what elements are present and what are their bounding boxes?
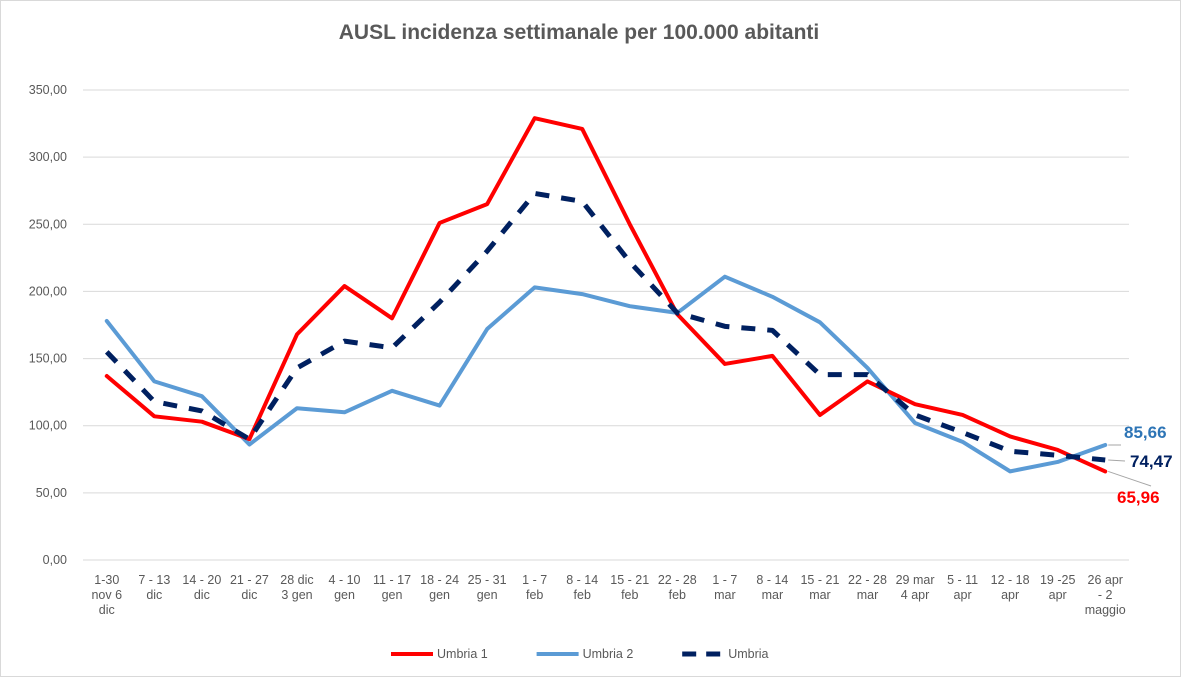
x-tick-label-line: maggio: [1085, 603, 1126, 617]
x-tick-label-line: 1 - 7: [712, 573, 737, 587]
x-tick-label-line: feb: [669, 588, 686, 602]
gridlines: [83, 90, 1129, 560]
x-tick-label-line: mar: [857, 588, 879, 602]
leader-line: [1108, 460, 1125, 461]
x-tick-label-line: 22 - 28: [848, 573, 887, 587]
x-tick-label-line: 21 - 27: [230, 573, 269, 587]
x-tick-label-line: 8 - 14: [756, 573, 788, 587]
x-tick-label-line: gen: [382, 588, 403, 602]
x-tick-label-line: 26 apr: [1088, 573, 1123, 587]
x-tick-label-line: 4 - 10: [329, 573, 361, 587]
y-tick-label: 150,00: [29, 352, 67, 366]
x-tick-label-line: gen: [477, 588, 498, 602]
x-tick-label-line: 5 - 11: [947, 573, 978, 587]
x-tick-label-line: mar: [762, 588, 784, 602]
x-tick-label-line: 1 - 7: [522, 573, 547, 587]
y-tick-label: 50,00: [36, 486, 67, 500]
x-tick-label-line: dic: [241, 588, 257, 602]
y-axis-ticks: 0,00 50,00 100,00 150,00 200,00 250,00 300,00 3…: [29, 83, 67, 567]
x-tick-label-line: 18 - 24: [420, 573, 459, 587]
end-label: 85,66: [1124, 423, 1167, 442]
legend-label: Umbria 1: [437, 647, 488, 661]
series-lines: [107, 118, 1105, 471]
y-tick-label: 200,00: [29, 284, 67, 298]
x-tick-label-line: mar: [714, 588, 736, 602]
y-tick-label: 300,00: [29, 150, 67, 164]
x-tick-label-line: mar: [809, 588, 831, 602]
y-tick-label: 100,00: [29, 419, 67, 433]
x-tick-label-line: 14 - 20: [182, 573, 221, 587]
x-tick-label-line: 15 - 21: [800, 573, 839, 587]
y-tick-label: 250,00: [29, 217, 67, 231]
legend: Umbria 1 Umbria 2 Umbria: [391, 647, 769, 661]
series-line-umbria-1: [107, 118, 1105, 471]
x-tick-label-line: 22 - 28: [658, 573, 697, 587]
x-tick-label-line: gen: [429, 588, 450, 602]
x-tick-label-line: 11 - 17: [373, 573, 411, 587]
x-tick-label-line: 4 apr: [901, 588, 930, 602]
x-tick-label-line: apr: [954, 588, 972, 602]
x-tick-label-line: dic: [146, 588, 162, 602]
y-tick-label: 0,00: [43, 553, 67, 567]
x-tick-label-line: feb: [526, 588, 543, 602]
x-tick-label-line: dic: [194, 588, 210, 602]
x-tick-label-line: 29 mar: [896, 573, 935, 587]
y-tick-label: 350,00: [29, 83, 67, 97]
x-tick-label-line: - 2: [1098, 588, 1113, 602]
series-line-umbria-2: [107, 277, 1105, 472]
end-labels: 85,66 74,47 65,96: [1108, 423, 1172, 507]
chart-title: AUSL incidenza settimanale per 100.000 a…: [339, 21, 819, 44]
leader-line: [1108, 471, 1151, 486]
x-tick-label-line: gen: [334, 588, 355, 602]
x-tick-label-line: 8 - 14: [566, 573, 598, 587]
x-tick-label-line: 12 - 18: [991, 573, 1030, 587]
x-tick-label-line: 19 -25: [1040, 573, 1075, 587]
end-label: 74,47: [1130, 452, 1173, 471]
x-tick-label-line: 25 - 31: [468, 573, 507, 587]
legend-label: Umbria 2: [583, 647, 634, 661]
x-tick-label-line: 3 gen: [281, 588, 312, 602]
legend-label: Umbria: [728, 647, 768, 661]
x-tick-label-line: nov 6: [91, 588, 122, 602]
x-tick-label-line: 15 - 21: [610, 573, 649, 587]
x-tick-label-line: feb: [621, 588, 638, 602]
x-tick-label-line: dic: [99, 603, 115, 617]
x-tick-label-line: 1-30: [94, 573, 119, 587]
x-tick-label-line: feb: [574, 588, 591, 602]
x-tick-label-line: apr: [1049, 588, 1067, 602]
x-tick-label-line: 7 - 13: [138, 573, 170, 587]
end-label: 65,96: [1117, 488, 1160, 507]
x-tick-label-line: 28 dic: [280, 573, 313, 587]
x-tick-label-line: apr: [1001, 588, 1019, 602]
